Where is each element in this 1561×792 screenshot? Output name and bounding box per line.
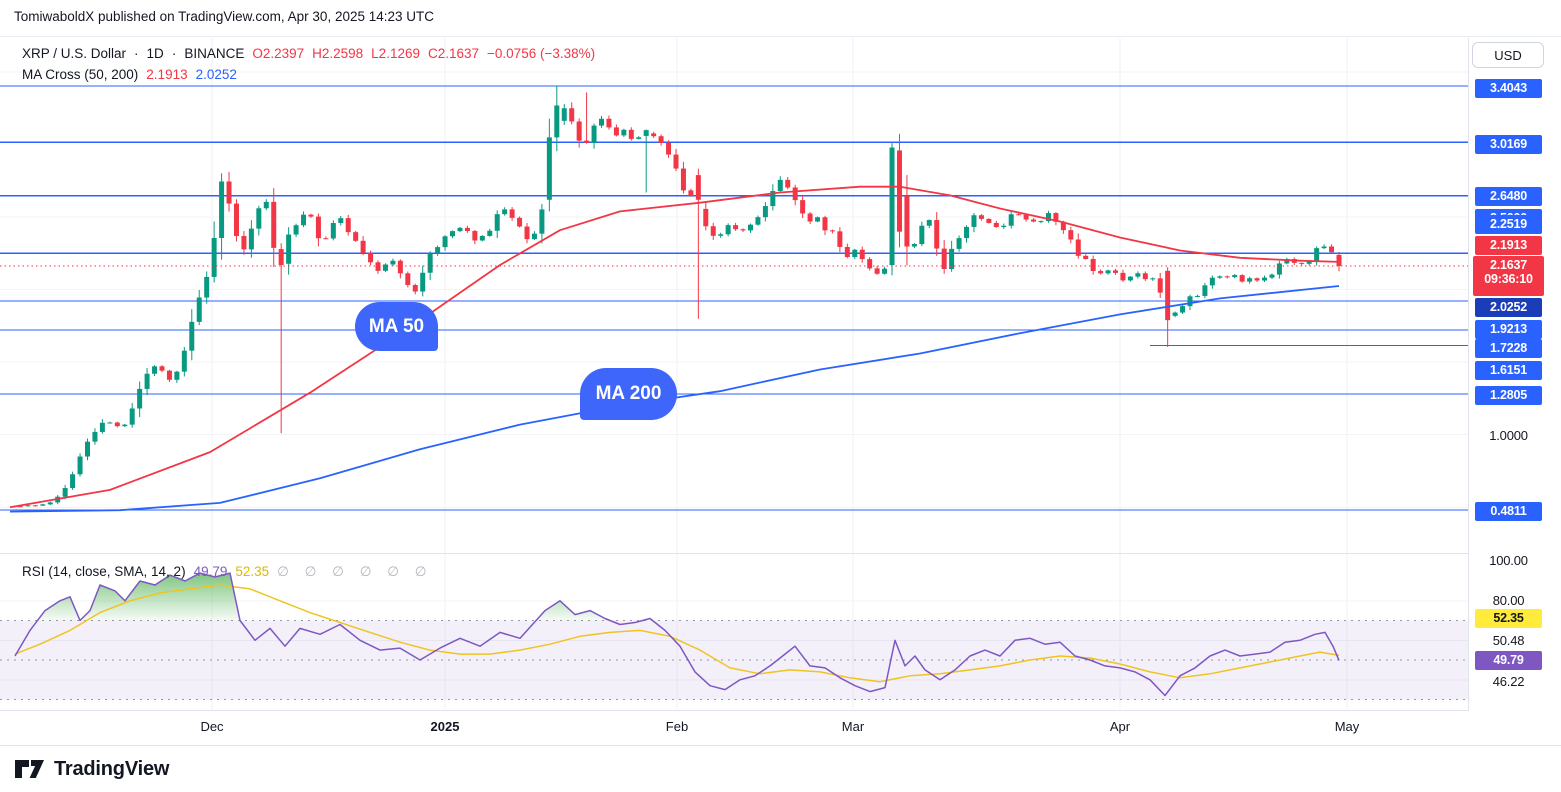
axis-label: 2.1913 bbox=[1475, 235, 1542, 255]
pane-separator[interactable] bbox=[0, 553, 1561, 554]
axis-label: 1.2805 bbox=[1475, 385, 1542, 405]
axis-label: 1.7228 bbox=[1475, 338, 1542, 358]
rsi-value: 49.79 bbox=[193, 564, 228, 579]
axis-label: 1.0000 bbox=[1489, 427, 1528, 443]
ma-cross-title: MA Cross (50, 200) bbox=[22, 67, 139, 82]
axis-label: 80.00 bbox=[1492, 592, 1525, 608]
time-axis-label: Feb bbox=[665, 719, 689, 734]
rsi-empty-values: ∅ ∅ ∅ ∅ ∅ ∅ bbox=[277, 564, 433, 579]
exchange-label: BINANCE bbox=[184, 46, 245, 61]
ohlc-open: O2.2397 bbox=[252, 46, 305, 61]
interval-label: 1D bbox=[146, 46, 164, 61]
axis-label: 2.2519 bbox=[1475, 214, 1542, 234]
footer-bar: TradingView bbox=[0, 746, 1561, 792]
axis-label: 0.4811 bbox=[1475, 501, 1542, 521]
axis-label: 2.6480 bbox=[1475, 186, 1542, 206]
tradingview-brand-text: TradingView bbox=[54, 757, 170, 780]
separator-dot: · bbox=[171, 46, 177, 61]
ma200-callout-bubble[interactable]: MA 200 bbox=[580, 368, 677, 420]
axis-label: 46.22 bbox=[1492, 673, 1525, 689]
price-scale-divider bbox=[1468, 38, 1469, 745]
time-axis-label: May bbox=[1334, 719, 1360, 734]
axis-label: 2.0252 bbox=[1475, 297, 1542, 317]
attribution-text: TomiwaboldX published on TradingView.com… bbox=[0, 0, 1561, 37]
axis-label: 52.35 bbox=[1475, 608, 1542, 628]
time-axis-label: Apr bbox=[1109, 719, 1131, 734]
price-scale-panel[interactable]: USD 3.40433.01692.64802.50002.25192.1913… bbox=[1469, 38, 1561, 745]
time-axis-label: Dec bbox=[200, 719, 224, 734]
axis-label: 50.48 bbox=[1492, 632, 1525, 648]
rsi-legend: RSI (14, close, SMA, 14, 2) 49.79 52.35 … bbox=[22, 564, 432, 580]
time-axis-label: 2025 bbox=[430, 719, 460, 734]
time-axis-label: Mar bbox=[841, 719, 865, 734]
time-axis-separator bbox=[0, 710, 1561, 711]
axis-label: 1.9213 bbox=[1475, 319, 1542, 339]
widget-bottom-border bbox=[0, 745, 1561, 746]
axis-label: 3.0169 bbox=[1475, 134, 1542, 154]
axis-label: 3.4043 bbox=[1475, 78, 1542, 98]
rsi-title: RSI (14, close, SMA, 14, 2) bbox=[22, 564, 186, 579]
ma50-callout-bubble[interactable]: MA 50 bbox=[355, 302, 438, 351]
currency-toggle-button[interactable]: USD bbox=[1472, 42, 1544, 68]
current-price-label: 2.1637 09:36:10 bbox=[1473, 256, 1544, 296]
ohlc-low: L2.1269 bbox=[371, 46, 420, 61]
axis-label: 100.00 bbox=[1489, 552, 1528, 568]
separator-dot: · bbox=[134, 46, 139, 61]
ohlc-high: H2.2598 bbox=[312, 46, 364, 61]
time-axis[interactable]: Dec 2025 Feb Mar Apr May bbox=[0, 711, 1561, 745]
ohlc-close: C2.1637 bbox=[427, 46, 480, 61]
symbol-legend: XRP / U.S. Dollar · 1D · BINANCE O2.2397… bbox=[22, 46, 595, 61]
price-rsi-chart-canvas[interactable] bbox=[0, 38, 1468, 710]
ma50-value: 2.1913 bbox=[146, 67, 188, 82]
tradingview-logo-icon bbox=[15, 759, 44, 778]
ma200-value: 2.0252 bbox=[195, 67, 237, 82]
axis-label: 1.6151 bbox=[1475, 360, 1542, 380]
ma-cross-legend: MA Cross (50, 200) 2.1913 2.0252 bbox=[22, 67, 237, 82]
rsi-sma-value: 52.35 bbox=[235, 564, 270, 579]
axis-label: 49.79 bbox=[1475, 650, 1542, 670]
ohlc-change: −0.0756 (−3.38%) bbox=[487, 46, 596, 61]
symbol-title: XRP / U.S. Dollar bbox=[22, 46, 127, 61]
